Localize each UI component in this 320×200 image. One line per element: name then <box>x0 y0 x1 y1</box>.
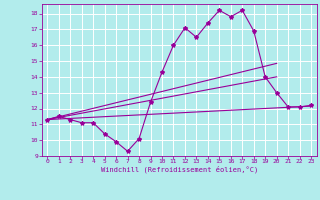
X-axis label: Windchill (Refroidissement éolien,°C): Windchill (Refroidissement éolien,°C) <box>100 166 258 173</box>
